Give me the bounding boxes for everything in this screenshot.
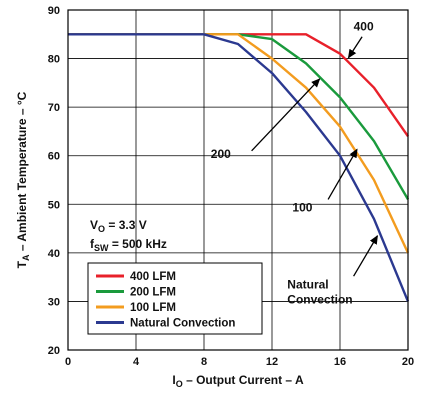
- x-tick-labels: 0 4 8 12 16 20: [65, 356, 414, 368]
- y-axis-label: TA – Ambient Temperature – °C: [15, 91, 31, 268]
- legend: 400 LFM 200 LFM 100 LFM Natural Convection: [87, 262, 263, 335]
- annotation-arrow-2: [327, 148, 358, 200]
- x-tick-label-2: 8: [201, 356, 207, 368]
- y-tick-label-0: 20: [48, 345, 60, 357]
- legend-label-0: 400 LFM: [130, 271, 176, 283]
- y-tick-label-6: 80: [48, 54, 60, 66]
- legend-label-3: Natural Convection: [130, 318, 235, 330]
- annotation-label-0: 400: [354, 19, 374, 33]
- series-line-natural-convection: [68, 33, 410, 302]
- x-tick-label-5: 20: [402, 356, 414, 368]
- series-line-100-lfm: [68, 33, 410, 254]
- annotation-label-2: 100: [292, 201, 312, 215]
- x-tick-label-1: 4: [133, 356, 140, 368]
- x-axis-label: IO – Output Current – A: [172, 373, 304, 389]
- annotation-arrow-0: [347, 36, 363, 59]
- conditions-note: VO = 3.3 V fSW = 500 kHz: [90, 218, 167, 253]
- x-tick-label-3: 12: [266, 356, 278, 368]
- vo-condition: VO = 3.3 V: [90, 218, 147, 234]
- fsw-condition: fSW = 500 kHz: [90, 237, 167, 253]
- annotation-arrow-1: [251, 78, 321, 152]
- x-tick-label-4: 16: [334, 356, 346, 368]
- y-tick-label-7: 90: [48, 5, 60, 17]
- annotation-label-3: Natural: [287, 277, 328, 291]
- annotation-label-1: 200: [211, 147, 231, 161]
- y-tick-label-3: 50: [48, 199, 60, 211]
- plot-frame: [67, 9, 409, 351]
- annotation-arrow-3: [353, 234, 378, 277]
- series-lines: [68, 33, 410, 302]
- y-tick-label-5: 70: [48, 102, 60, 114]
- y-tick-label-4: 60: [48, 151, 60, 163]
- y-tick-label-1: 30: [48, 296, 60, 308]
- legend-label-1: 200 LFM: [130, 287, 176, 299]
- annotation-label-3-line2: Convection: [287, 292, 352, 306]
- y-tick-labels: 20 30 40 50 60 70 80 90: [48, 5, 60, 357]
- legend-label-2: 100 LFM: [130, 302, 176, 314]
- y-tick-label-2: 40: [48, 248, 60, 260]
- x-tick-label-0: 0: [65, 356, 71, 368]
